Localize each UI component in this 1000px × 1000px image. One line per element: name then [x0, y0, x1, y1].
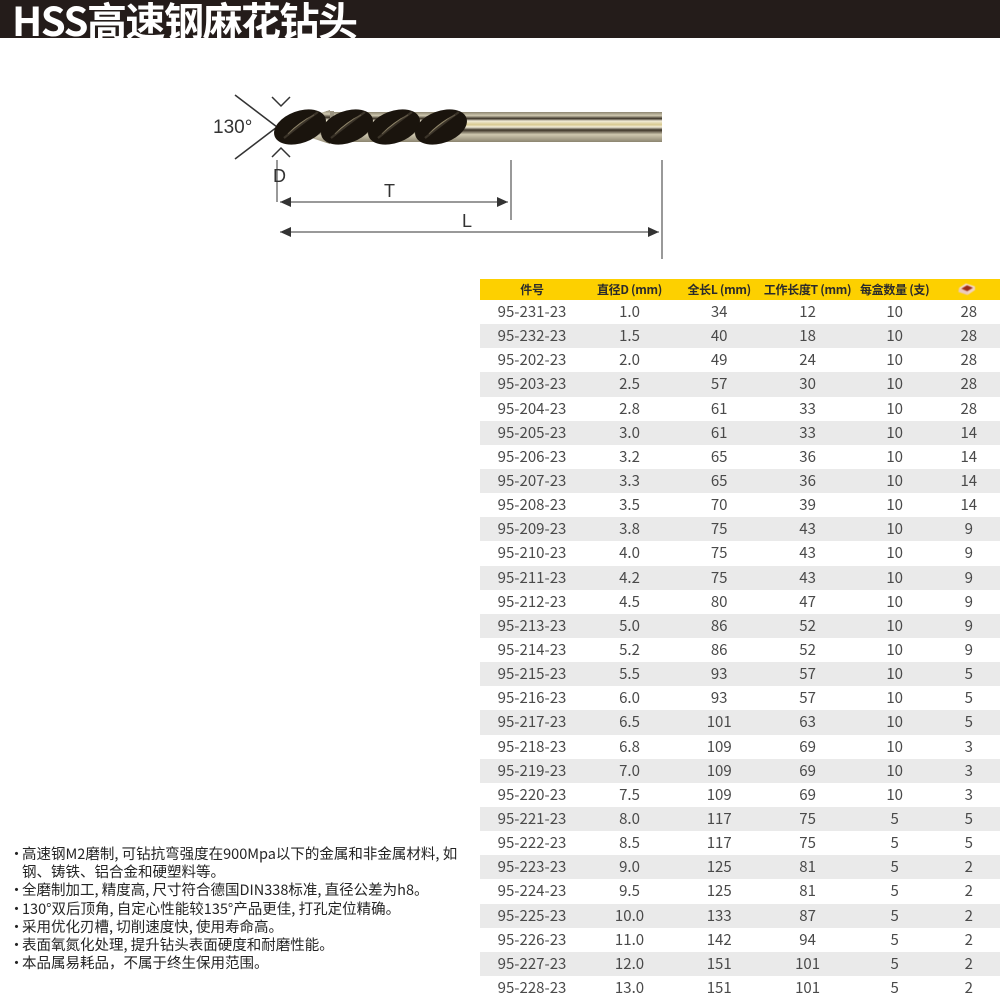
svg-text:130°: 130° — [213, 117, 252, 138]
svg-text:T: T — [384, 181, 395, 201]
svg-text:L: L — [462, 211, 472, 231]
svg-text:D: D — [273, 166, 286, 186]
